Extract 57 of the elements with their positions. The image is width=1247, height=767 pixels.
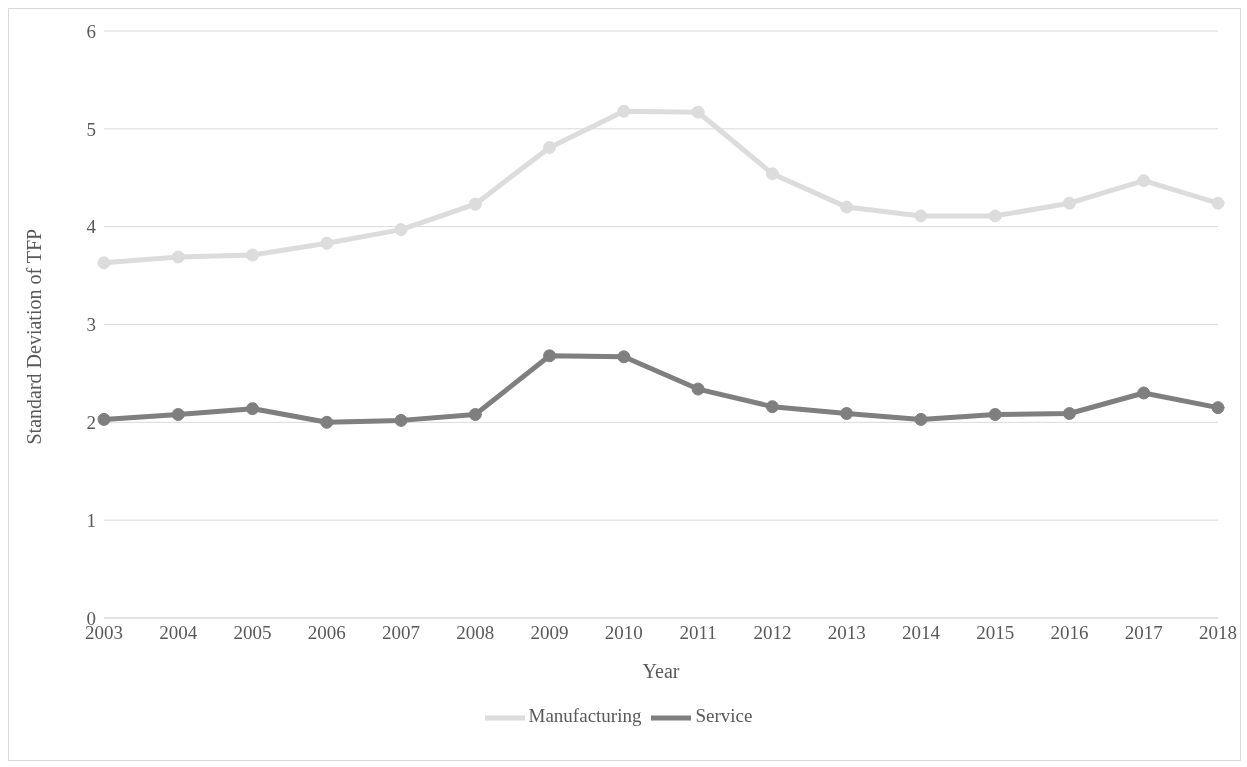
y-tick-label: 2 [86, 412, 96, 434]
x-tick-label: 2004 [159, 622, 198, 644]
point [840, 407, 854, 421]
x-tick-label: 2013 [827, 622, 866, 644]
y-tick-label: 5 [86, 118, 96, 140]
x-tick-label: 2018 [1199, 622, 1237, 644]
y-tick-label: 3 [86, 314, 96, 336]
point [320, 415, 334, 429]
point [468, 408, 482, 422]
point [840, 200, 854, 214]
point [765, 167, 779, 181]
x-tick-label: 2007 [382, 622, 421, 644]
point [1211, 196, 1225, 210]
point [914, 412, 928, 426]
point [394, 413, 408, 427]
y-axis-title: Standard Deviation of TFP [23, 228, 46, 445]
point [691, 382, 705, 396]
x-tick-label: 2012 [753, 622, 792, 644]
point [1211, 401, 1225, 415]
point [246, 248, 260, 262]
point [988, 408, 1002, 422]
y-tick-label: 6 [86, 20, 96, 42]
y-tick-label: 4 [86, 216, 97, 238]
point [97, 412, 111, 426]
x-tick-label: 2006 [307, 622, 346, 644]
x-tick-label: 2015 [976, 622, 1015, 644]
x-tick-label: 2011 [679, 622, 717, 644]
point [543, 349, 557, 363]
x-tick-label: 2009 [530, 622, 569, 644]
point [97, 256, 111, 270]
legend-label: Manufacturing [528, 705, 642, 727]
y-tick-label: 1 [86, 509, 96, 531]
point [914, 209, 928, 223]
point [171, 408, 185, 422]
point [1137, 174, 1151, 188]
x-tick-label: 2014 [901, 622, 941, 644]
x-tick-label: 2016 [1050, 622, 1089, 644]
point [1137, 386, 1151, 400]
x-axis-title: Year [642, 660, 680, 682]
point [765, 400, 779, 414]
x-tick-label: 2008 [456, 622, 495, 644]
point [394, 223, 408, 237]
point [468, 197, 482, 211]
point [988, 209, 1002, 223]
point [171, 250, 185, 264]
x-tick-label: 2005 [233, 622, 272, 644]
point [320, 236, 334, 250]
legend-label: Service [695, 705, 753, 727]
point [543, 140, 557, 154]
x-tick-label: 2017 [1124, 622, 1163, 644]
point [617, 350, 631, 364]
x-tick-label: 2010 [604, 622, 643, 644]
point [1062, 407, 1076, 421]
point [246, 402, 260, 416]
point [1062, 196, 1076, 210]
point [617, 104, 631, 118]
point [691, 105, 705, 119]
